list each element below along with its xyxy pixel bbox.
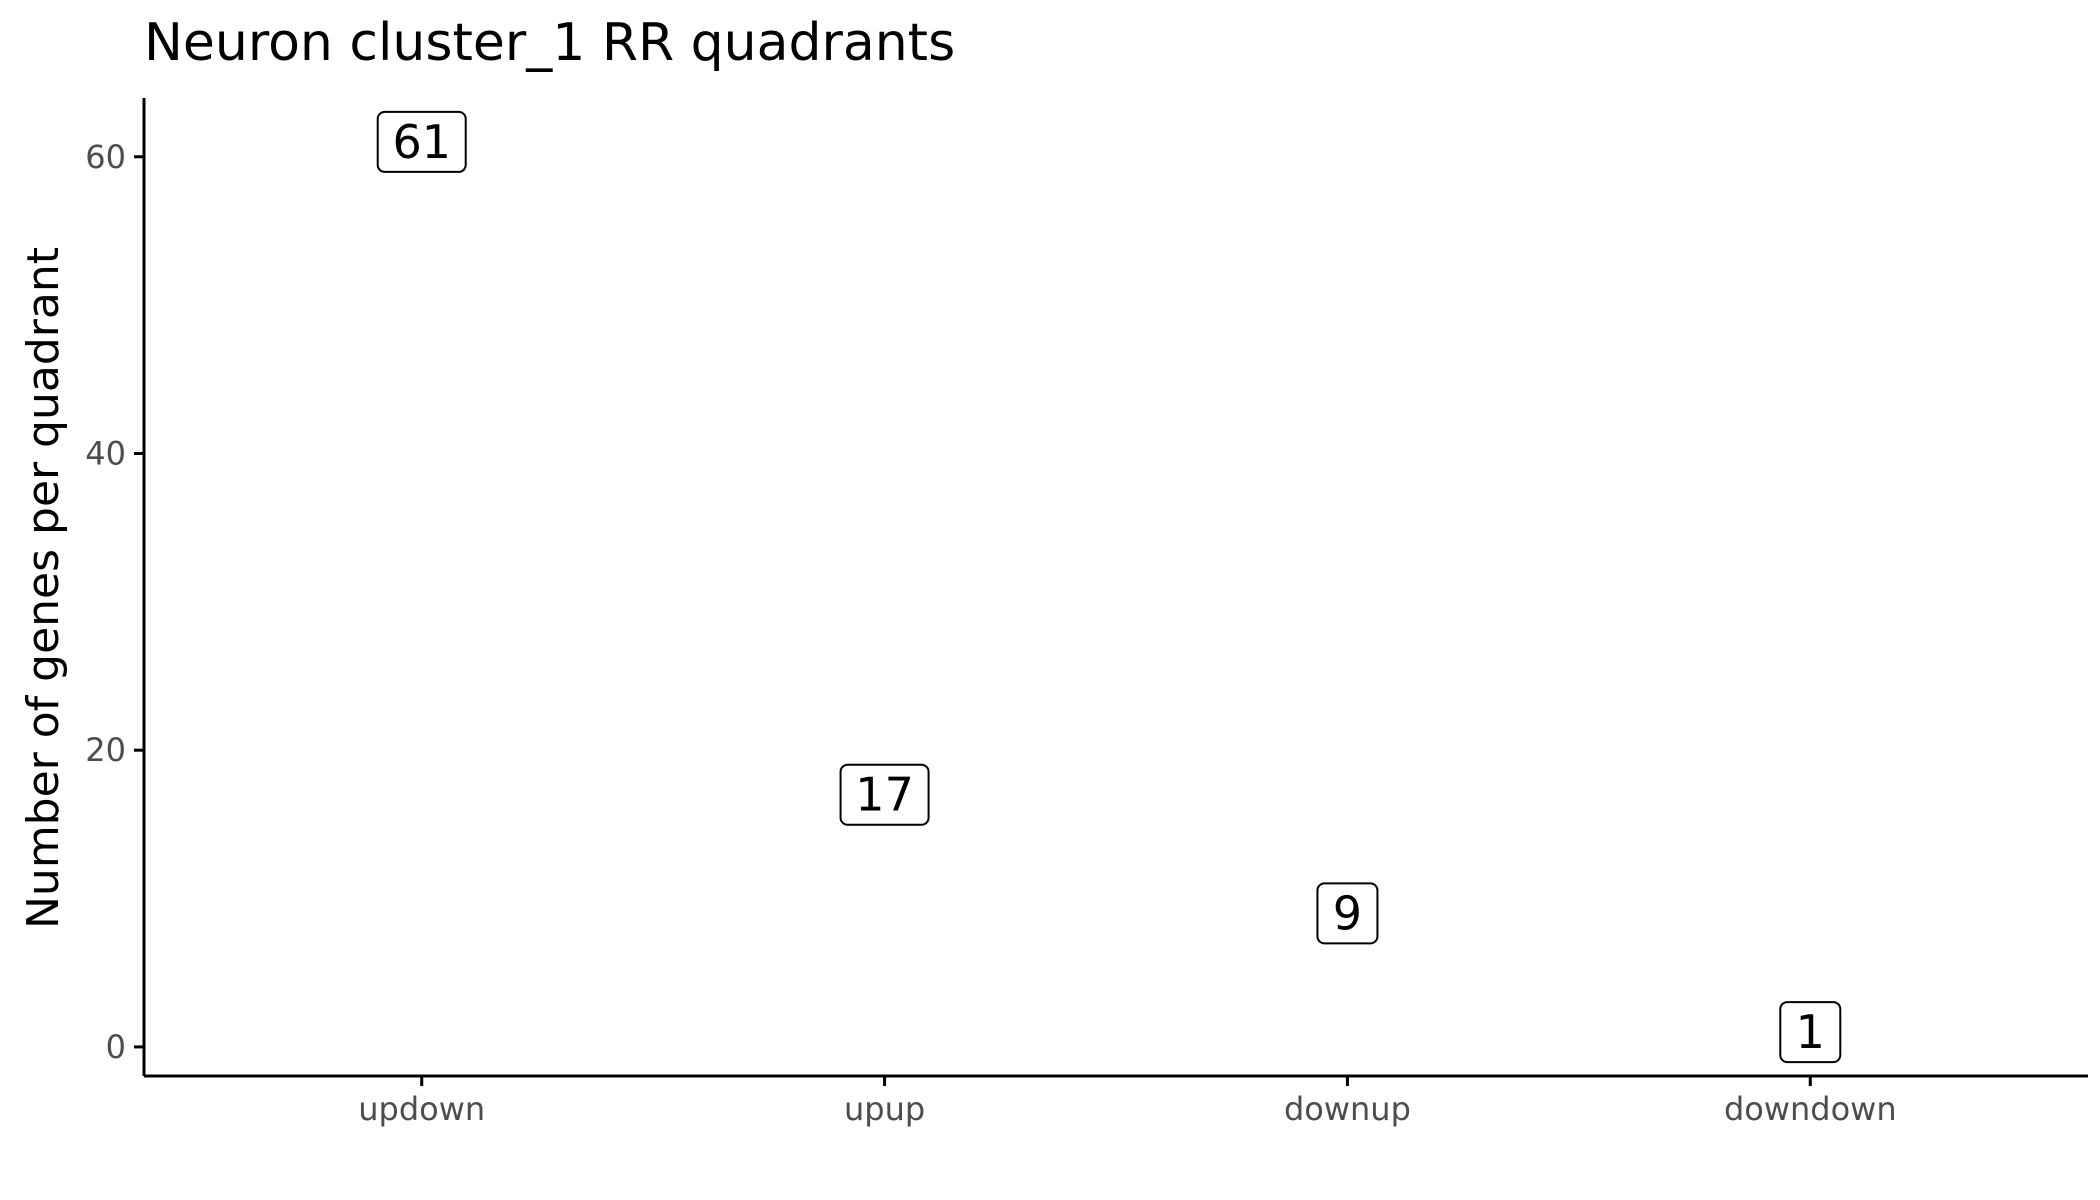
x-tick-label: updown: [358, 1090, 485, 1128]
y-tick-label: 60: [85, 138, 126, 176]
data-label-text: 61: [392, 115, 451, 169]
data-label-box: [376, 110, 467, 173]
data-label-downdown: 1: [1779, 1001, 1842, 1064]
y-tick-label: 20: [85, 731, 126, 769]
data-labels: 61 17 9 1: [376, 110, 1842, 1064]
data-label-upup: 17: [839, 763, 930, 826]
data-label-downup: 9: [1316, 882, 1379, 945]
y-tick-label: 40: [85, 434, 126, 472]
x-tick-label: downup: [1284, 1090, 1411, 1128]
data-label-text: 9: [1333, 886, 1362, 940]
data-label-box: [839, 763, 930, 826]
x-ticks: updown upup downup downdown: [358, 1076, 1897, 1128]
data-label-box: [1779, 1001, 1842, 1064]
data-label-updown: 61: [376, 110, 467, 173]
data-label-box: [1316, 882, 1379, 945]
y-ticks: 0 20 40 60: [85, 138, 144, 1066]
y-axis-label: Number of genes per quadrant: [18, 247, 69, 929]
y-tick-label: 0: [106, 1028, 126, 1066]
axes: [142, 98, 2088, 1078]
data-label-text: 1: [1796, 1005, 1825, 1059]
data-label-text: 17: [855, 768, 914, 822]
x-tick-label: upup: [844, 1090, 925, 1128]
x-tick-label: downdown: [1724, 1090, 1897, 1128]
chart-title: Neuron cluster_1 RR quadrants: [144, 13, 955, 73]
